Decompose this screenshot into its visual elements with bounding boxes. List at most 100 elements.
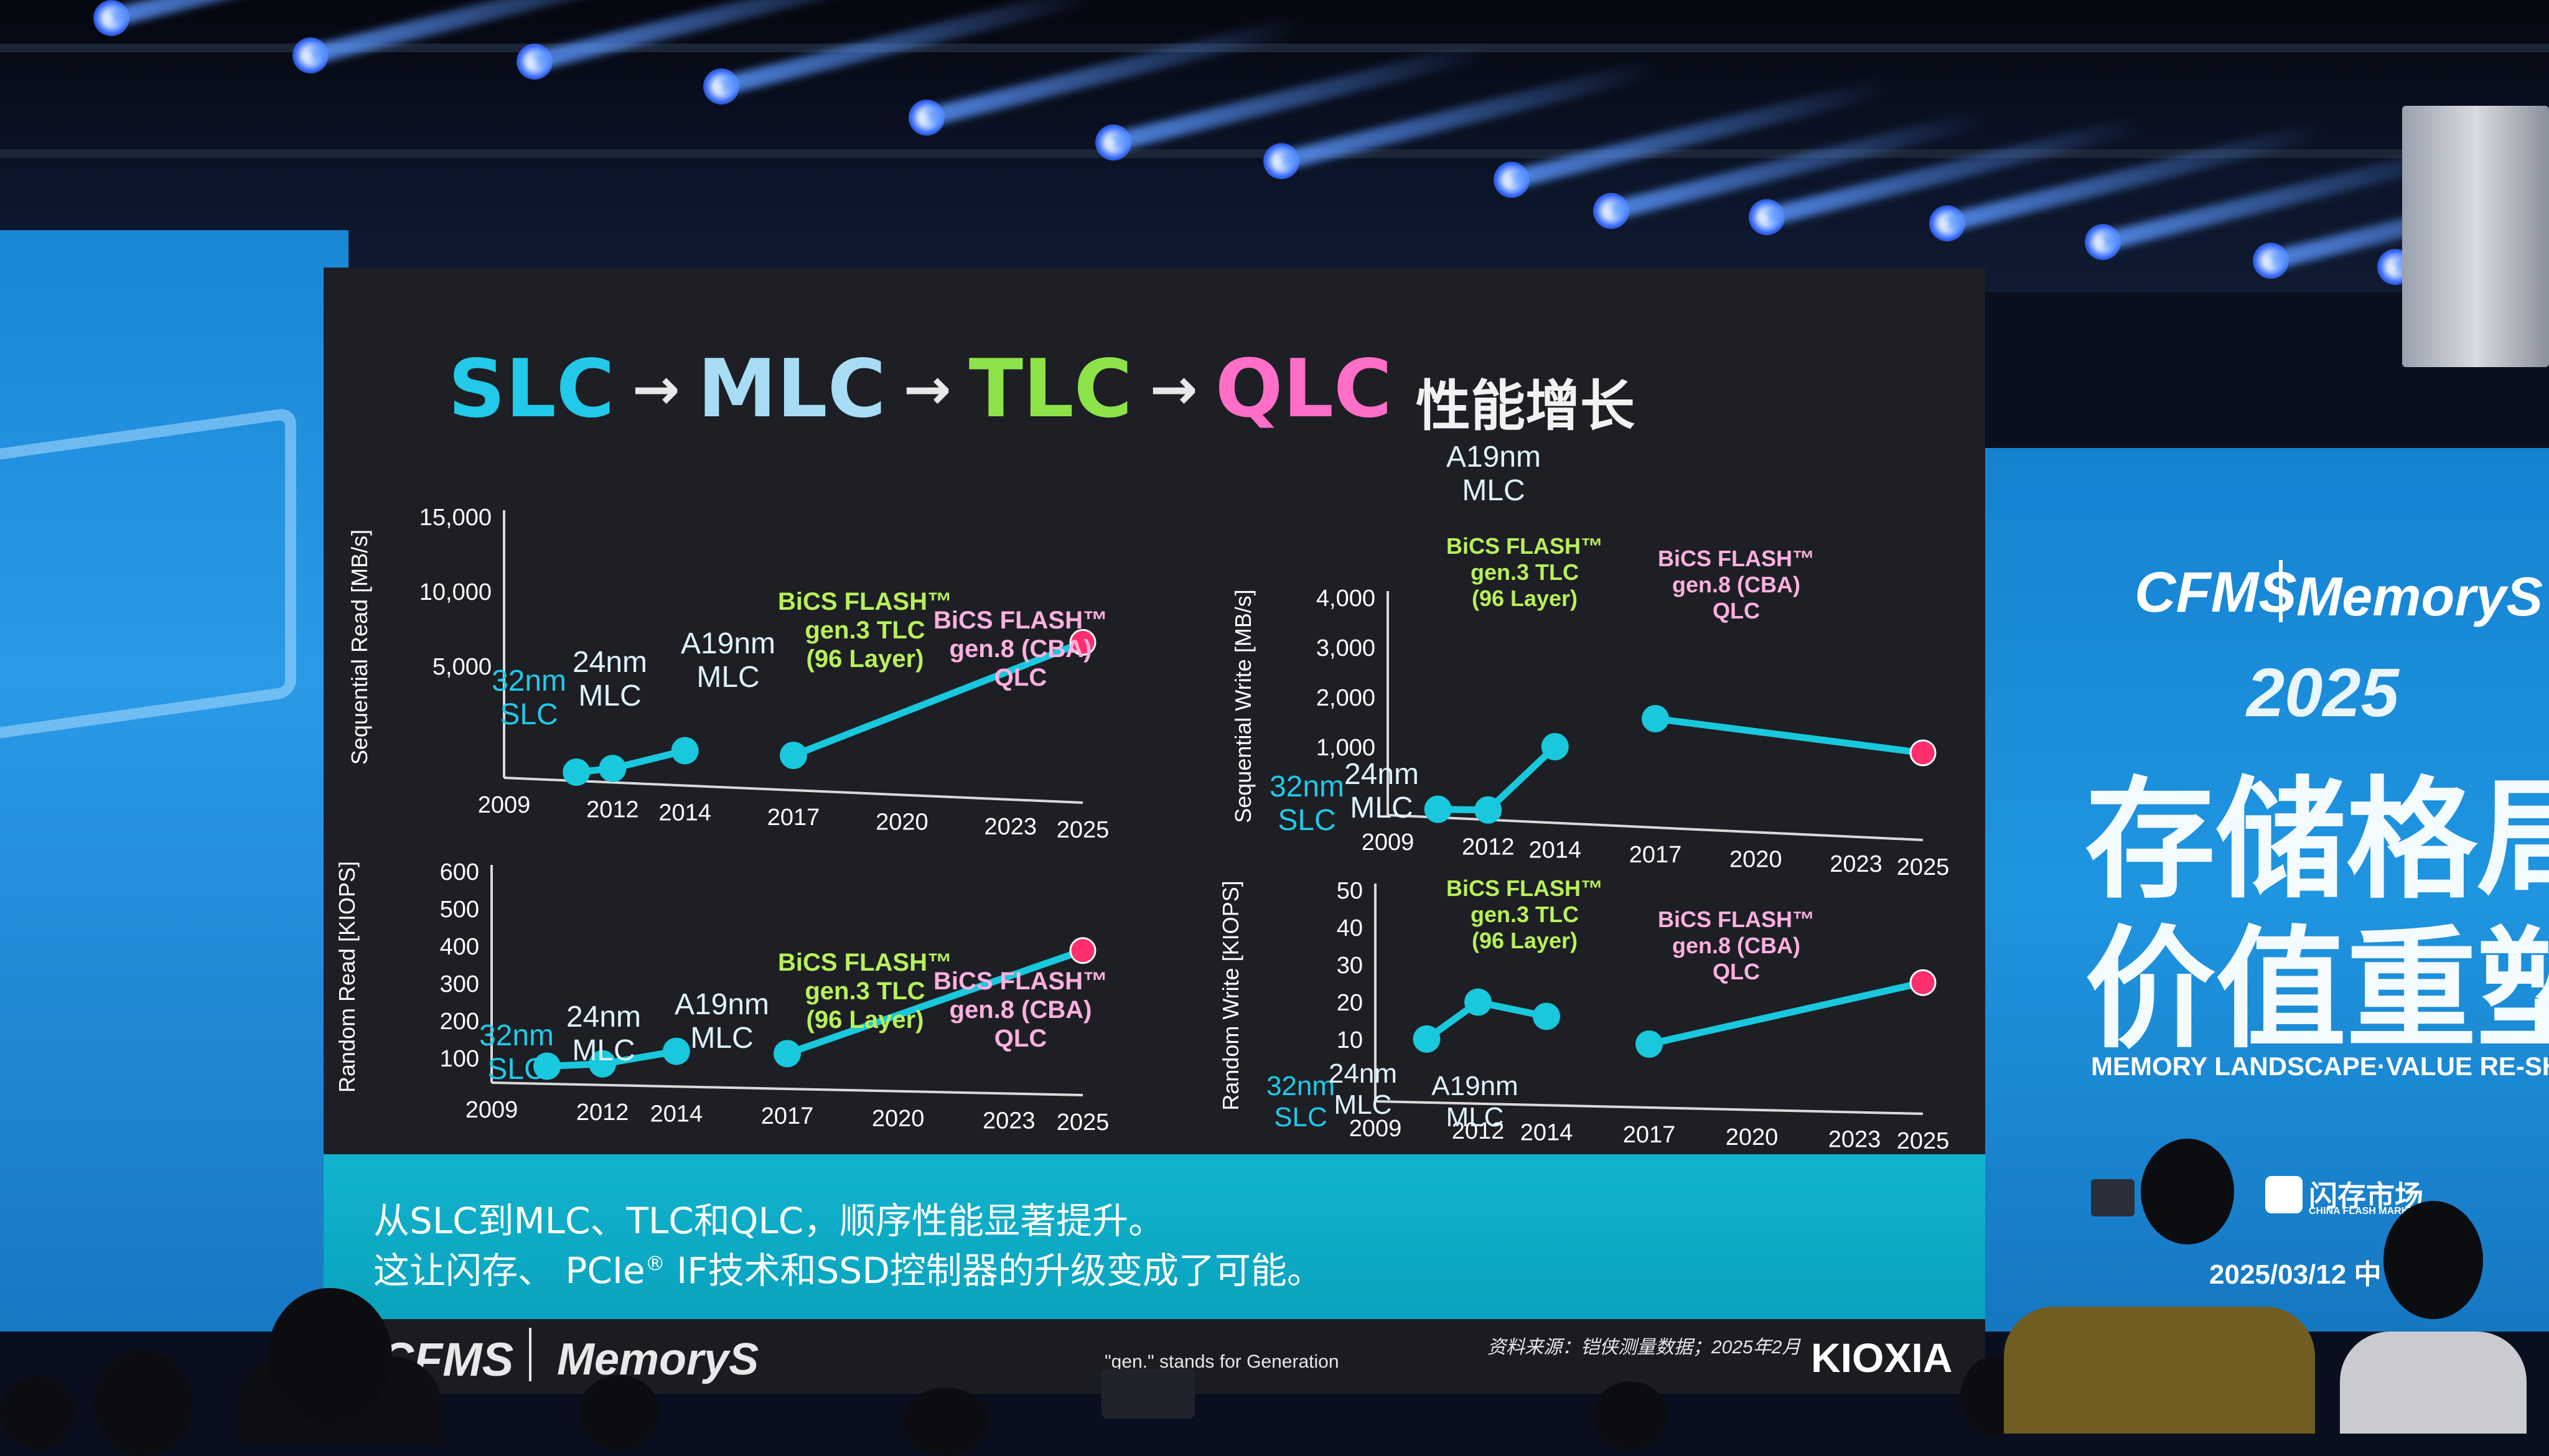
event-date: 2025/03/12 中: [2209, 1259, 2382, 1290]
y-tick-label: 40: [1337, 915, 1363, 941]
monitor-graphic: [0, 406, 296, 742]
annotation-qlc: gen.8 (CBA): [950, 635, 1092, 663]
y-tick-label: 400: [440, 934, 479, 960]
x-tick-label: 2023: [984, 814, 1037, 840]
x-axis-line: [491, 1081, 1083, 1096]
data-point: [1413, 1025, 1441, 1053]
brand-cn: 闪存市场: [2309, 1179, 2423, 1213]
x-axis-line: [503, 777, 1083, 804]
photographer: [2004, 1307, 2315, 1434]
title-qlc: QLC: [1215, 342, 1392, 436]
x-tick-label: 2014: [1528, 838, 1581, 864]
x-tick-label: 2009: [478, 792, 531, 818]
footer-divider: [529, 1328, 531, 1381]
caption-line-2: 这让闪存、 PCIe® IF技术和SSD控制器的升级变成了可能。: [373, 1249, 1323, 1292]
x-tick-label: 2017: [1629, 842, 1682, 868]
annotation-mlc: MLC: [690, 1022, 753, 1055]
x-tick-label: 2009: [1349, 1116, 1402, 1142]
annotation-qlc: BiCS FLASH™: [933, 968, 1108, 995]
y-tick-label: 200: [440, 1009, 479, 1035]
x-tick-label: 2020: [876, 810, 928, 836]
annotation-tlc: gen.3 TLC: [805, 617, 925, 644]
chart-random-write: 50 40 30 20 10 Random Write [KIOPS] 2009 2012 20…: [1218, 875, 1950, 1154]
annotation-mlc: A19nm: [1446, 441, 1541, 474]
annotation-tlc: BiCS FLASH™: [1446, 875, 1603, 901]
qlc-endpoint: [1069, 937, 1097, 964]
annotation-tlc: gen.3 TLC: [805, 978, 925, 1005]
data-point: [1635, 1030, 1663, 1058]
qlc-endpoint: [1069, 628, 1097, 656]
photographer-head: [2141, 1139, 2234, 1244]
annotation-qlc: BiCS FLASH™: [1658, 546, 1815, 571]
y-tick-label: 600: [440, 859, 479, 885]
line-array-speaker: [2402, 106, 2549, 367]
y-axis-title: Random Write [KIOPS]: [1218, 880, 1243, 1110]
annotation-mlc: A19nm: [681, 627, 775, 660]
y-axis-title: Sequential Read [MB/s]: [347, 530, 372, 765]
annotation-mlc: A19nm: [1431, 1071, 1518, 1101]
data-point: [599, 755, 627, 783]
annotation-slc: SLC: [500, 698, 558, 731]
annotation-slc: SLC: [487, 1053, 545, 1086]
y-tick-label: 300: [440, 971, 479, 997]
data-point: [1642, 705, 1669, 732]
data-point: [1474, 796, 1502, 824]
brand-en: CHINA FLASH MARKET: [2309, 1206, 2421, 1216]
annotation-mlc: MLC: [1334, 1090, 1392, 1120]
data-point: [662, 1037, 690, 1065]
y-tick-label: 1,000: [1316, 735, 1375, 761]
annotation-tlc: BiCS FLASH™: [778, 588, 952, 615]
annotation-mlc: MLC: [1446, 1102, 1504, 1132]
x-tick-label: 2020: [1726, 1124, 1779, 1150]
annotation-mlc: MLC: [572, 1034, 635, 1067]
memorys-logo: MemoryS: [2296, 566, 2543, 627]
annotation-qlc: BiCS FLASH™: [933, 607, 1108, 634]
audience-head: [1593, 1381, 1668, 1450]
y-tick-label: 15,000: [419, 505, 492, 531]
title-mlc: MLC: [697, 342, 886, 436]
annotation-tlc: gen.3 TLC: [1471, 902, 1579, 927]
annotation-tlc: (96 Layer): [1472, 928, 1578, 953]
x-tick-label: 2025: [1057, 1109, 1110, 1136]
x-tick-label: 2023: [983, 1108, 1036, 1134]
x-tick-label: 2017: [761, 1103, 814, 1129]
annotation-mlc: A19nm: [675, 988, 769, 1021]
data-point: [533, 1052, 561, 1080]
title-slc: SLC: [448, 342, 615, 436]
y-axis-title: Random Read [KIOPS]: [334, 861, 360, 1093]
audience-person: [2340, 1332, 2527, 1434]
annotation-tlc: (96 Layer): [807, 645, 924, 673]
audience-head: [93, 1350, 193, 1456]
x-tick-label: 2025: [1057, 817, 1110, 843]
annotation-mlc: 24nm: [573, 646, 647, 679]
y-tick-label: 5,000: [433, 654, 492, 680]
series-line: [573, 747, 689, 776]
qlc-endpoint: [1909, 739, 1937, 767]
x-tick-label: 2023: [1830, 851, 1883, 877]
annotation-tlc: (96 Layer): [807, 1006, 924, 1034]
x-tick-label: 2020: [872, 1106, 925, 1132]
data-source: 资料来源：铠侠测量数据；2025年2月: [1487, 1337, 1801, 1358]
annotation-tlc: gen.3 TLC: [1471, 559, 1579, 585]
audience-head: [2383, 1201, 2483, 1319]
x-tick-label: 2025: [1897, 1128, 1950, 1154]
annotation-slc: SLC: [1278, 804, 1335, 837]
y-tick-label: 2,000: [1316, 685, 1375, 711]
annotation-mlc: MLC: [1462, 474, 1525, 507]
audience-head: [579, 1375, 660, 1450]
x-tick-label: 2017: [1623, 1122, 1676, 1148]
cfms-logo: CFMS: [2135, 561, 2297, 624]
y-tick-label: 10,000: [419, 579, 492, 605]
series-line: [783, 947, 1087, 1057]
annotation-mlc: 24nm: [1344, 758, 1419, 791]
x-axis-line: [1387, 814, 1924, 841]
annotation-slc: 32nm: [1270, 770, 1344, 803]
y-tick-label: 30: [1337, 953, 1363, 979]
annotation-qlc: QLC: [1713, 959, 1760, 984]
data-point: [671, 737, 699, 765]
y-tick-label: 4,000: [1316, 586, 1375, 612]
annotation-qlc: QLC: [1713, 598, 1760, 623]
y-axis-title: Sequential Write [MB/s]: [1230, 589, 1256, 823]
annotation-tlc: (96 Layer): [1472, 586, 1578, 611]
caption-bar: 从SLC到MLC、TLC和QLC，顺序性能显著提升。 这让闪存、 PCIe® I…: [324, 1154, 1985, 1322]
